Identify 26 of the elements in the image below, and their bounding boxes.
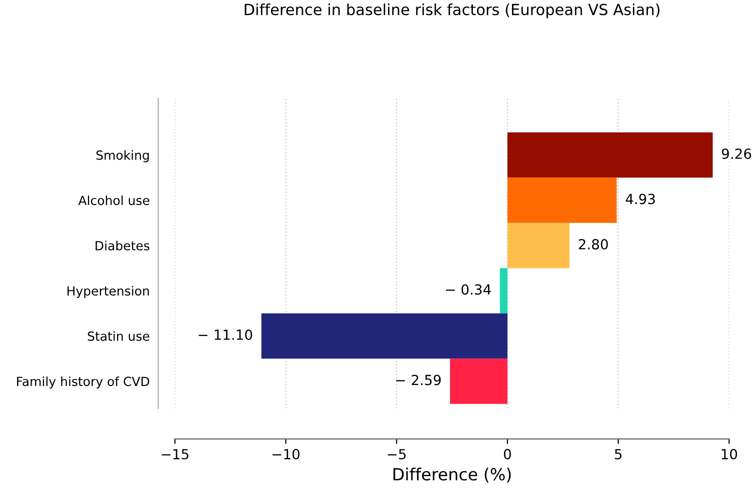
x-axis-title: Difference (%): [394, 468, 511, 482]
x-tick-label: 5: [614, 449, 622, 460]
bar: [450, 358, 508, 404]
bar: [507, 178, 617, 223]
y-tick-label: Diabetes: [96, 240, 150, 250]
x-tick-label: 0: [504, 448, 511, 460]
data-label: 9.26: [722, 148, 752, 159]
x-tick-label: 10: [722, 448, 738, 460]
y-tick-label: Hypertension: [68, 286, 149, 298]
bar: [507, 132, 713, 178]
y-tick-label: Smoking: [96, 150, 149, 162]
x-tick-label: −10: [272, 448, 300, 460]
chart-title: Difference in baseline risk factors (European VS Asian): [244, 3, 660, 18]
bar: [261, 313, 508, 359]
x-tick-label: −5: [388, 449, 406, 460]
bar: [500, 268, 508, 314]
x-tick-label: −15: [162, 449, 188, 460]
data-label: 4.93: [626, 194, 655, 204]
y-tick-label: Alcohol use: [78, 195, 150, 206]
data-label: 2.80: [578, 238, 608, 250]
y-tick-label: Statin use: [88, 331, 150, 341]
y-tick-label: Family history of CVD: [17, 376, 150, 389]
data-label: − 0.34: [446, 284, 491, 295]
data-label: − 11.10: [198, 329, 252, 340]
data-label: − 2.59: [396, 374, 441, 386]
bar: [507, 222, 570, 268]
